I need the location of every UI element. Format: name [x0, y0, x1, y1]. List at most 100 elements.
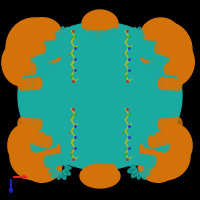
Ellipse shape — [130, 88, 142, 105]
Ellipse shape — [127, 78, 136, 91]
Ellipse shape — [71, 104, 83, 121]
Ellipse shape — [158, 97, 162, 102]
Ellipse shape — [141, 117, 150, 130]
Ellipse shape — [55, 93, 65, 108]
Ellipse shape — [166, 105, 172, 110]
Ellipse shape — [151, 50, 161, 62]
Ellipse shape — [76, 143, 86, 158]
Ellipse shape — [48, 136, 57, 148]
Ellipse shape — [67, 62, 78, 78]
Ellipse shape — [122, 62, 133, 78]
Ellipse shape — [92, 164, 100, 176]
Ellipse shape — [149, 62, 160, 77]
Ellipse shape — [79, 79, 93, 97]
Ellipse shape — [147, 105, 156, 118]
Ellipse shape — [18, 22, 182, 170]
Ellipse shape — [57, 173, 61, 179]
Ellipse shape — [115, 49, 125, 63]
Ellipse shape — [148, 155, 156, 167]
Ellipse shape — [157, 61, 168, 76]
Ellipse shape — [61, 40, 71, 55]
Ellipse shape — [145, 127, 155, 142]
Ellipse shape — [55, 77, 64, 90]
Ellipse shape — [140, 93, 150, 108]
Ellipse shape — [114, 143, 124, 158]
Ellipse shape — [66, 37, 72, 42]
Ellipse shape — [39, 103, 45, 105]
Ellipse shape — [23, 72, 32, 84]
Ellipse shape — [118, 62, 129, 78]
Ellipse shape — [68, 88, 80, 104]
Ellipse shape — [66, 104, 78, 120]
Ellipse shape — [40, 62, 51, 77]
Ellipse shape — [158, 119, 166, 131]
Ellipse shape — [131, 77, 141, 91]
Ellipse shape — [82, 10, 118, 38]
Ellipse shape — [71, 62, 82, 78]
Ellipse shape — [160, 124, 192, 164]
Ellipse shape — [144, 161, 150, 166]
Ellipse shape — [147, 48, 157, 61]
Ellipse shape — [40, 83, 49, 97]
Ellipse shape — [102, 111, 116, 129]
Ellipse shape — [82, 56, 94, 72]
Ellipse shape — [160, 107, 169, 120]
Ellipse shape — [48, 163, 56, 168]
Ellipse shape — [156, 106, 165, 119]
Ellipse shape — [132, 153, 140, 165]
Ellipse shape — [39, 138, 49, 150]
Ellipse shape — [80, 164, 120, 188]
Ellipse shape — [156, 139, 165, 151]
Ellipse shape — [23, 64, 31, 75]
Ellipse shape — [88, 79, 102, 97]
Ellipse shape — [135, 43, 145, 57]
Ellipse shape — [27, 71, 36, 83]
Ellipse shape — [78, 72, 90, 88]
Ellipse shape — [128, 36, 133, 39]
Ellipse shape — [41, 41, 51, 56]
Ellipse shape — [39, 105, 49, 119]
Ellipse shape — [122, 104, 134, 120]
Ellipse shape — [55, 154, 63, 165]
Ellipse shape — [84, 95, 98, 113]
Ellipse shape — [60, 153, 68, 165]
Ellipse shape — [124, 142, 134, 157]
Ellipse shape — [61, 157, 66, 165]
Ellipse shape — [98, 95, 112, 113]
Ellipse shape — [55, 43, 65, 57]
Ellipse shape — [127, 62, 138, 78]
Ellipse shape — [31, 83, 40, 97]
Ellipse shape — [110, 48, 120, 63]
Ellipse shape — [102, 119, 114, 135]
Ellipse shape — [62, 40, 64, 44]
Ellipse shape — [35, 51, 44, 64]
Ellipse shape — [100, 149, 110, 163]
Ellipse shape — [100, 18, 108, 30]
Ellipse shape — [144, 41, 154, 56]
Ellipse shape — [120, 49, 130, 64]
Ellipse shape — [63, 88, 75, 105]
Ellipse shape — [6, 18, 62, 78]
Ellipse shape — [48, 104, 57, 117]
Ellipse shape — [35, 92, 45, 107]
Ellipse shape — [84, 18, 92, 30]
Ellipse shape — [143, 136, 152, 148]
Ellipse shape — [126, 121, 138, 137]
Ellipse shape — [60, 42, 69, 56]
Ellipse shape — [155, 92, 165, 107]
Ellipse shape — [81, 119, 93, 136]
Ellipse shape — [35, 106, 44, 120]
Ellipse shape — [53, 65, 64, 79]
Ellipse shape — [145, 93, 155, 107]
Ellipse shape — [141, 157, 146, 165]
Ellipse shape — [28, 104, 33, 107]
Ellipse shape — [154, 118, 163, 132]
Ellipse shape — [140, 128, 150, 143]
Ellipse shape — [56, 40, 66, 55]
Ellipse shape — [159, 42, 169, 55]
Ellipse shape — [100, 43, 108, 55]
Ellipse shape — [166, 99, 172, 103]
Ellipse shape — [31, 140, 40, 152]
Ellipse shape — [90, 149, 100, 163]
Ellipse shape — [81, 143, 91, 158]
